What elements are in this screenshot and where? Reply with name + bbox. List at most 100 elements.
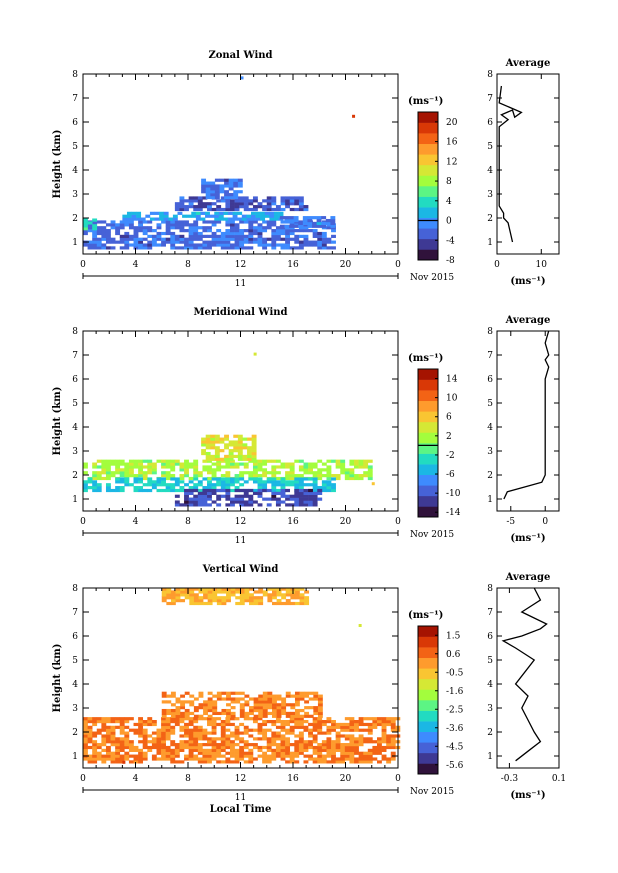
- heatmap-cell: [372, 720, 378, 724]
- heatmap-cell: [203, 593, 208, 597]
- heatmap-cell: [248, 757, 254, 761]
- y-tick-label: 7: [72, 608, 78, 618]
- heatmap-cell: [202, 229, 208, 233]
- heatmap-cell: [308, 743, 313, 747]
- heatmap-cell: [161, 717, 166, 721]
- heatmap-cell: [202, 240, 208, 244]
- heatmap-cell: [174, 480, 180, 484]
- heatmap-cell: [303, 754, 309, 758]
- heatmap-cell: [285, 474, 291, 478]
- heatmap-cell: [367, 737, 373, 741]
- heatmap-cell: [290, 596, 296, 600]
- heatmap-cell: [212, 596, 218, 600]
- heatmap-cell: [266, 503, 272, 507]
- heatmap-cell: [163, 214, 169, 218]
- heatmap-cell: [170, 486, 176, 490]
- heatmap-cell: [344, 737, 350, 741]
- heatmap-cell: [179, 465, 185, 469]
- heatmap-cell: [253, 352, 257, 356]
- heatmap-cell: [193, 459, 199, 463]
- heatmap-cell: [184, 745, 189, 750]
- heatmap-cell: [266, 207, 272, 212]
- heatmap-cell: [230, 751, 235, 755]
- heatmap-cell: [248, 207, 254, 212]
- heatmap-cell: [170, 748, 176, 752]
- heatmap-cell: [267, 711, 273, 716]
- heatmap-cell: [280, 202, 286, 206]
- y-tick-label: 6: [72, 375, 78, 385]
- heatmap-cell: [219, 178, 225, 182]
- heatmap-cell: [381, 720, 387, 724]
- heatmap-cell: [243, 491, 249, 495]
- day-label: 11: [235, 536, 246, 546]
- heatmap-cell: [316, 221, 322, 226]
- heatmap-cell: [133, 243, 139, 247]
- heatmap-cell: [299, 694, 305, 698]
- heatmap-cell: [303, 725, 309, 729]
- heatmap-cell: [161, 757, 166, 761]
- heatmap-cell: [271, 480, 277, 484]
- heatmap-cell: [170, 601, 176, 606]
- heatmap-cell: [377, 760, 382, 764]
- heatmap-cell: [212, 593, 218, 597]
- heatmap-cell: [317, 708, 323, 713]
- heatmap-cell: [210, 437, 216, 441]
- heatmap-cell: [201, 184, 207, 188]
- heatmap-cell: [272, 694, 277, 698]
- heatmap-cell: [170, 751, 176, 755]
- heatmap-cell: [317, 711, 323, 716]
- heatmap-cell: [184, 471, 189, 475]
- heatmap-cell: [193, 599, 199, 603]
- heatmap-cell: [226, 708, 231, 713]
- heatmap-cell: [344, 474, 350, 478]
- month-label: Nov 2015: [410, 530, 454, 540]
- heatmap-cell: [344, 745, 350, 750]
- heatmap-cell: [197, 234, 203, 238]
- heatmap-cell: [262, 757, 268, 761]
- heatmap-cell: [243, 205, 249, 209]
- heatmap-cell: [225, 483, 231, 487]
- heatmap-cell: [119, 720, 125, 724]
- heatmap-cell: [257, 737, 263, 741]
- heatmap-cell: [271, 757, 277, 761]
- heatmap-cell: [308, 757, 313, 761]
- heatmap-cell: [211, 486, 217, 490]
- heatmap-cell: [326, 720, 332, 724]
- heatmap-cell: [230, 234, 235, 238]
- heatmap-cell: [193, 483, 199, 487]
- heatmap-cell: [101, 226, 107, 230]
- heatmap-cell: [271, 231, 277, 236]
- heatmap-cell: [211, 468, 217, 472]
- heatmap-cell: [234, 207, 240, 212]
- heatmap-cell: [331, 722, 336, 727]
- heatmap-cell: [303, 760, 309, 764]
- heatmap-cell: [214, 440, 220, 444]
- heatmap-cell: [289, 202, 295, 206]
- heatmap-cell: [188, 743, 194, 747]
- heatmap-cell: [110, 223, 116, 227]
- heatmap-cell: [344, 476, 350, 481]
- heatmap-cell: [239, 601, 245, 606]
- heatmap-cell: [207, 468, 212, 472]
- heatmap-cell: [294, 488, 300, 493]
- heatmap-cell: [216, 480, 222, 484]
- heatmap-cell: [313, 711, 319, 716]
- heatmap-cell: [165, 488, 171, 493]
- heatmap-cell: [101, 722, 107, 727]
- heatmap-cell: [193, 593, 199, 597]
- heatmap-cell: [239, 199, 245, 203]
- heatmap-cell: [230, 497, 235, 501]
- heatmap-cell: [165, 459, 171, 463]
- heatmap-cell: [170, 596, 176, 600]
- heatmap-cell: [312, 720, 318, 724]
- heatmap-cell: [166, 708, 172, 713]
- heatmap-cell: [344, 751, 350, 755]
- heatmap-cell: [266, 237, 272, 241]
- heatmap-cell: [244, 587, 250, 591]
- heatmap-cell: [273, 211, 279, 215]
- colorbar-band: [418, 411, 438, 423]
- heatmap-cell: [92, 465, 98, 469]
- heatmap-cell: [156, 459, 162, 463]
- heatmap-cell: [312, 751, 318, 755]
- heatmap-cell: [161, 722, 166, 727]
